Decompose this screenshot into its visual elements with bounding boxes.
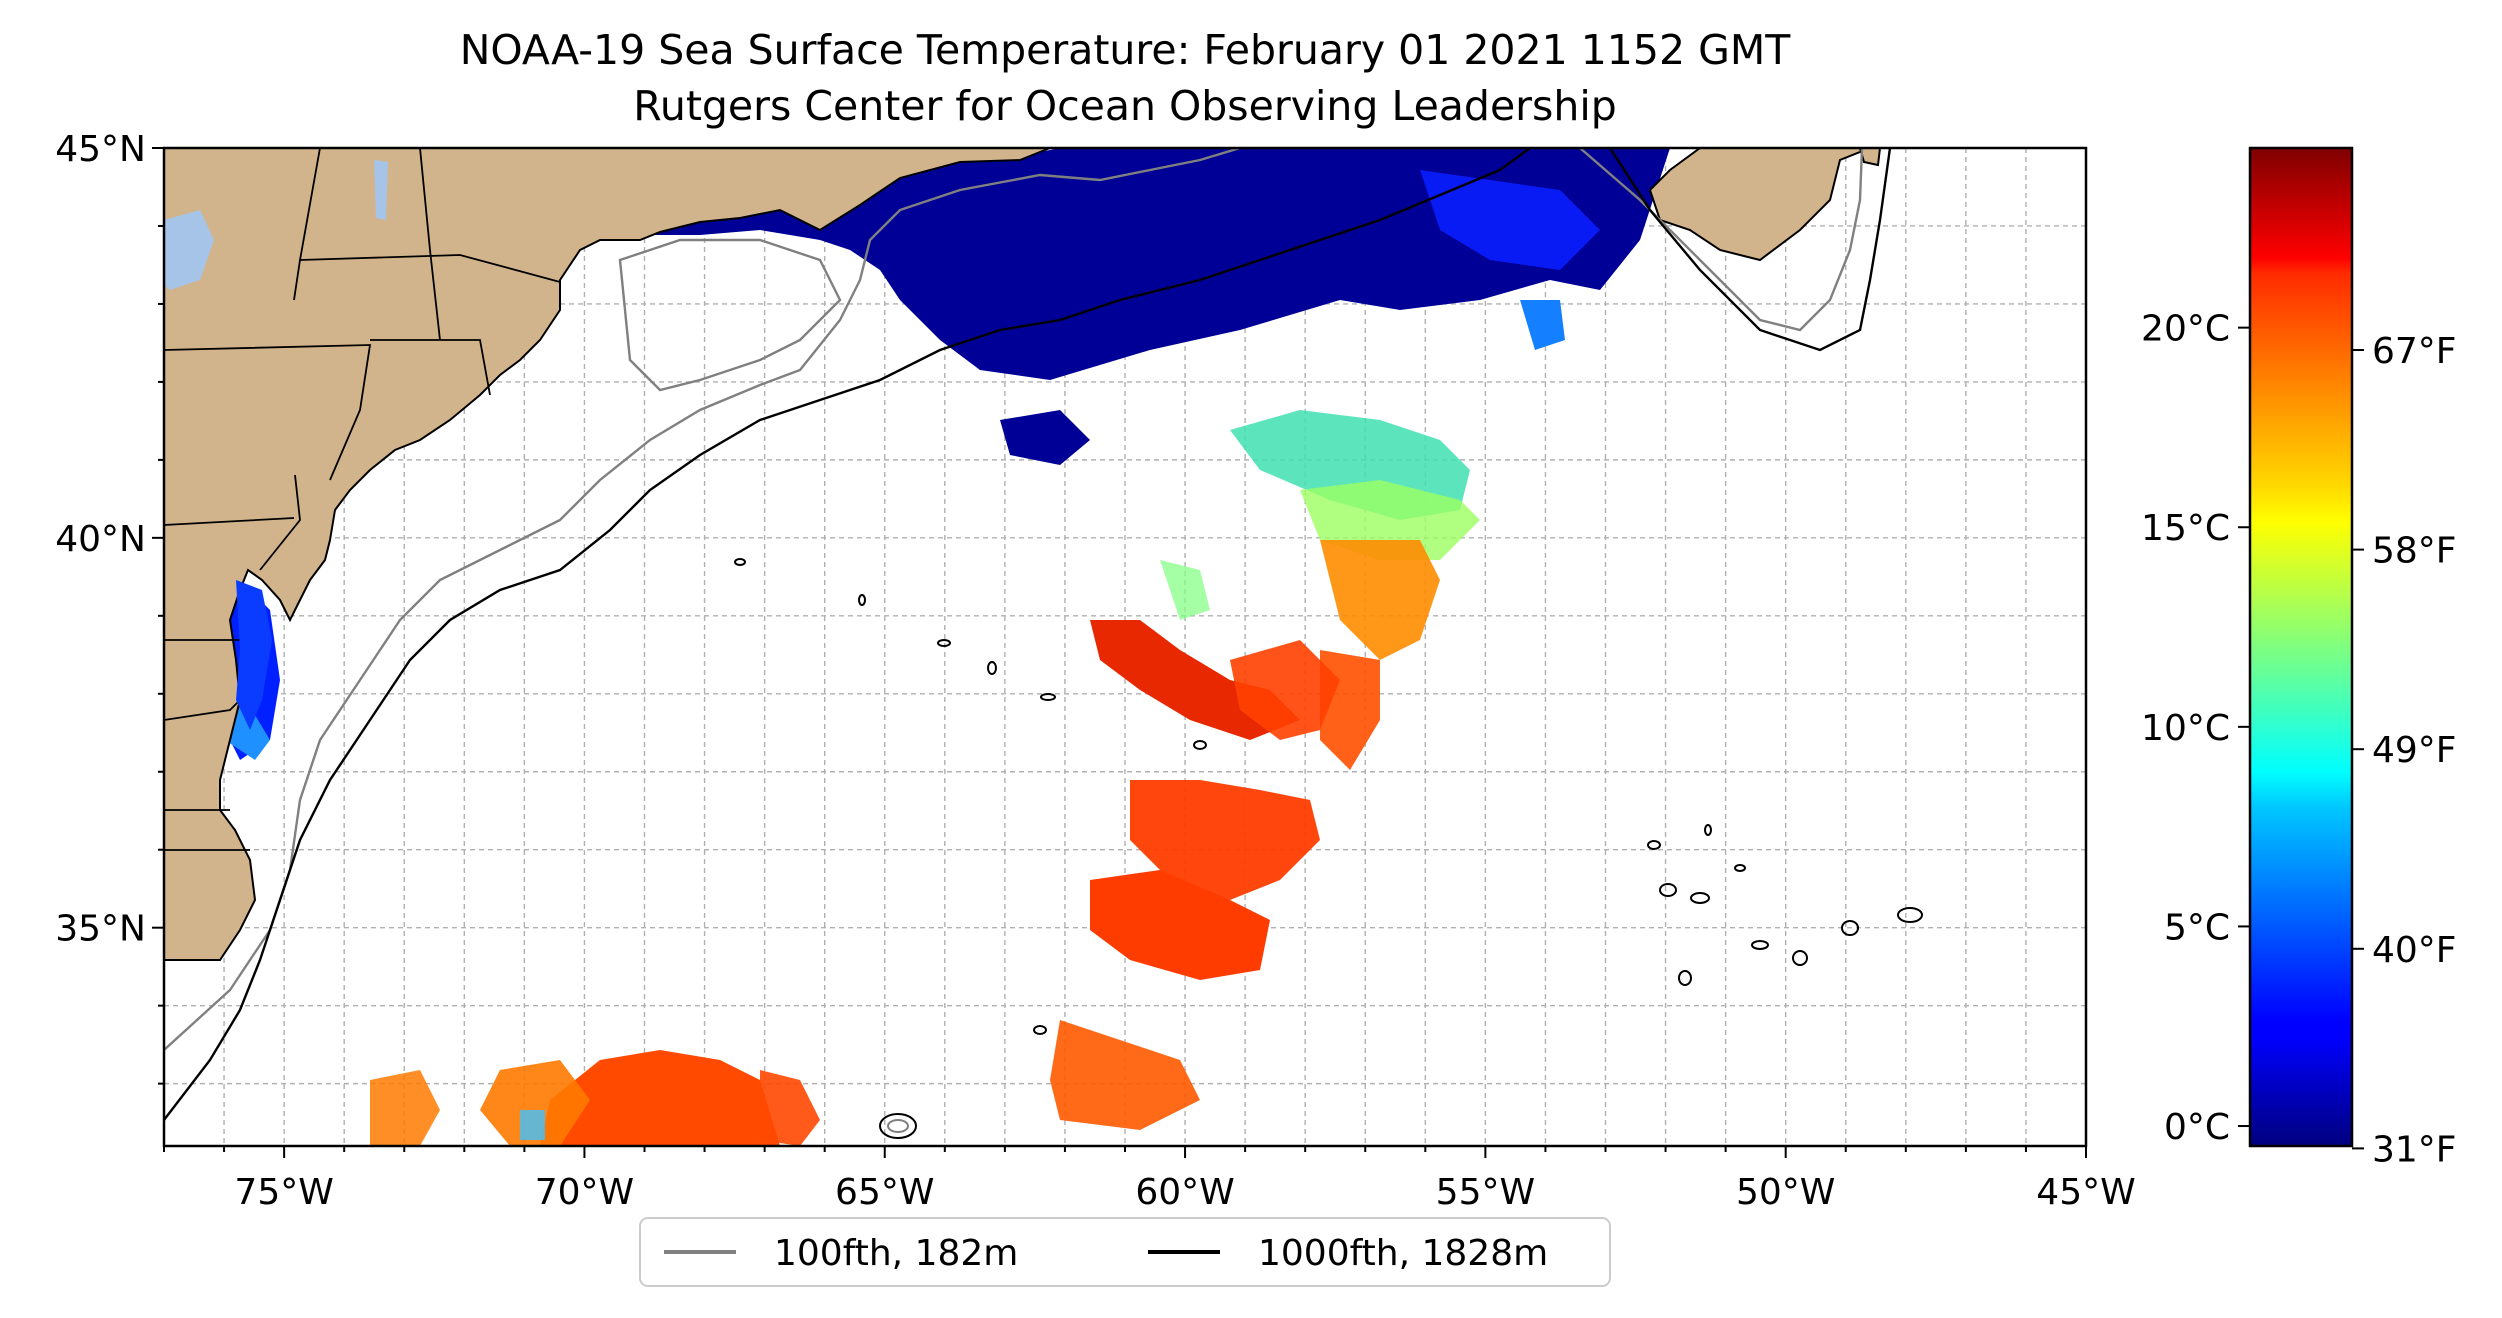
x-tick-label: 45°W <box>2036 1172 2135 1213</box>
sst-warm-patch <box>480 1060 590 1146</box>
y-tick-label: 40°N <box>55 519 146 560</box>
chart-title: NOAA-19 Sea Surface Temperature: Februar… <box>460 26 1792 74</box>
sst-cool-patch <box>1160 560 1210 620</box>
colorbar: 0°C 5°C 10°C 15°C 20°C 31°F 40°F 49°F 58°F 67°F <box>2141 146 2457 1171</box>
colorbar-celsius-label: 15°C <box>2141 508 2230 549</box>
seamount <box>937 639 951 647</box>
seamounts <box>734 558 1923 1139</box>
sst-cold-patch <box>1420 170 1600 270</box>
colorbar-celsius-label: 20°C <box>2141 309 2230 350</box>
x-tick-label: 65°W <box>835 1172 934 1213</box>
colorbar-fahrenheit-label: 40°F <box>2372 930 2457 971</box>
colorbar-celsius-label: 10°C <box>2141 708 2230 749</box>
state-borders <box>164 148 561 851</box>
sst-cool-patch <box>520 1110 545 1140</box>
seamount <box>887 1119 909 1133</box>
lake <box>164 210 214 290</box>
lake <box>374 160 388 220</box>
seamount <box>1841 920 1859 936</box>
seamount <box>1678 970 1692 986</box>
seamount <box>1897 907 1923 923</box>
colorbar-celsius-label: 0°C <box>2164 1107 2230 1148</box>
legend-box <box>639 1217 1611 1287</box>
colorbar-fahrenheit-label: 58°F <box>2372 531 2457 572</box>
x-tick-label: 50°W <box>1736 1172 1835 1213</box>
y-tick-label: 35°N <box>55 909 146 950</box>
land-mass <box>164 148 1051 961</box>
isobath-100fth <box>164 148 1864 1051</box>
seamount <box>1033 1025 1047 1035</box>
sst-hot-patch <box>1050 1020 1200 1130</box>
chart-subtitle: Rutgers Center for Ocean Observing Leade… <box>633 82 1617 130</box>
sst-hot-patch <box>1130 780 1320 900</box>
seamount <box>1040 693 1056 701</box>
seamount <box>858 594 866 606</box>
land-mass <box>1648 148 1871 262</box>
legend: 100fth, 182m 1000fth, 1828m <box>639 1217 1611 1287</box>
land <box>164 148 1882 961</box>
seamount <box>987 661 997 675</box>
map-area <box>164 148 2086 1146</box>
sst-hot-patch <box>1090 870 1270 980</box>
sst-warm-patch <box>1320 540 1440 660</box>
sst-hot-patch <box>540 1050 780 1146</box>
sst-hot-patch <box>760 1070 820 1146</box>
seamount <box>1792 950 1808 966</box>
x-tick-label: 55°W <box>1436 1172 1535 1213</box>
colorbar-gradient <box>2248 146 2354 1148</box>
sst-cold-patch <box>1520 300 1565 350</box>
legend-label-1000fth: 1000fth, 1828m <box>1258 1233 1548 1274</box>
sst-hot-patch <box>1230 640 1340 740</box>
x-tick-label: 60°W <box>1135 1172 1234 1213</box>
legend-label-100fth: 100fth, 182m <box>774 1233 1018 1274</box>
colorbar-ticks: 0°C 5°C 10°C 15°C 20°C 31°F 40°F 49°F 58°F 67°F <box>2141 309 2456 1171</box>
colorbar-fahrenheit-label: 67°F <box>2372 331 2457 372</box>
colorbar-fahrenheit-label: 31°F <box>2372 1129 2457 1170</box>
seamount <box>1659 883 1677 897</box>
isobath-1000fth <box>164 148 1892 1121</box>
seamount <box>734 558 746 566</box>
seamount <box>879 1113 917 1139</box>
chesapeake-bay <box>236 580 272 730</box>
colorbar-celsius-label: 5°C <box>2164 907 2230 948</box>
sst-warm-patch <box>370 1070 440 1146</box>
seamount <box>1690 892 1710 904</box>
sst-cold-patch <box>1000 410 1090 465</box>
seamount <box>1193 740 1207 750</box>
x-tick-label: 75°W <box>234 1172 333 1213</box>
seamount <box>1734 864 1746 872</box>
x-tick-label: 70°W <box>535 1172 634 1213</box>
seamount <box>1751 940 1769 950</box>
map-axes: 75°W 70°W 65°W 60°W 55°W 50°W 45°W 45°N 40°N 35°N <box>55 129 2135 1213</box>
seamount <box>1704 824 1712 836</box>
colorbar-fahrenheit-label: 49°F <box>2372 730 2457 771</box>
y-tick-label: 45°N <box>55 129 146 170</box>
seamount <box>1647 840 1661 850</box>
